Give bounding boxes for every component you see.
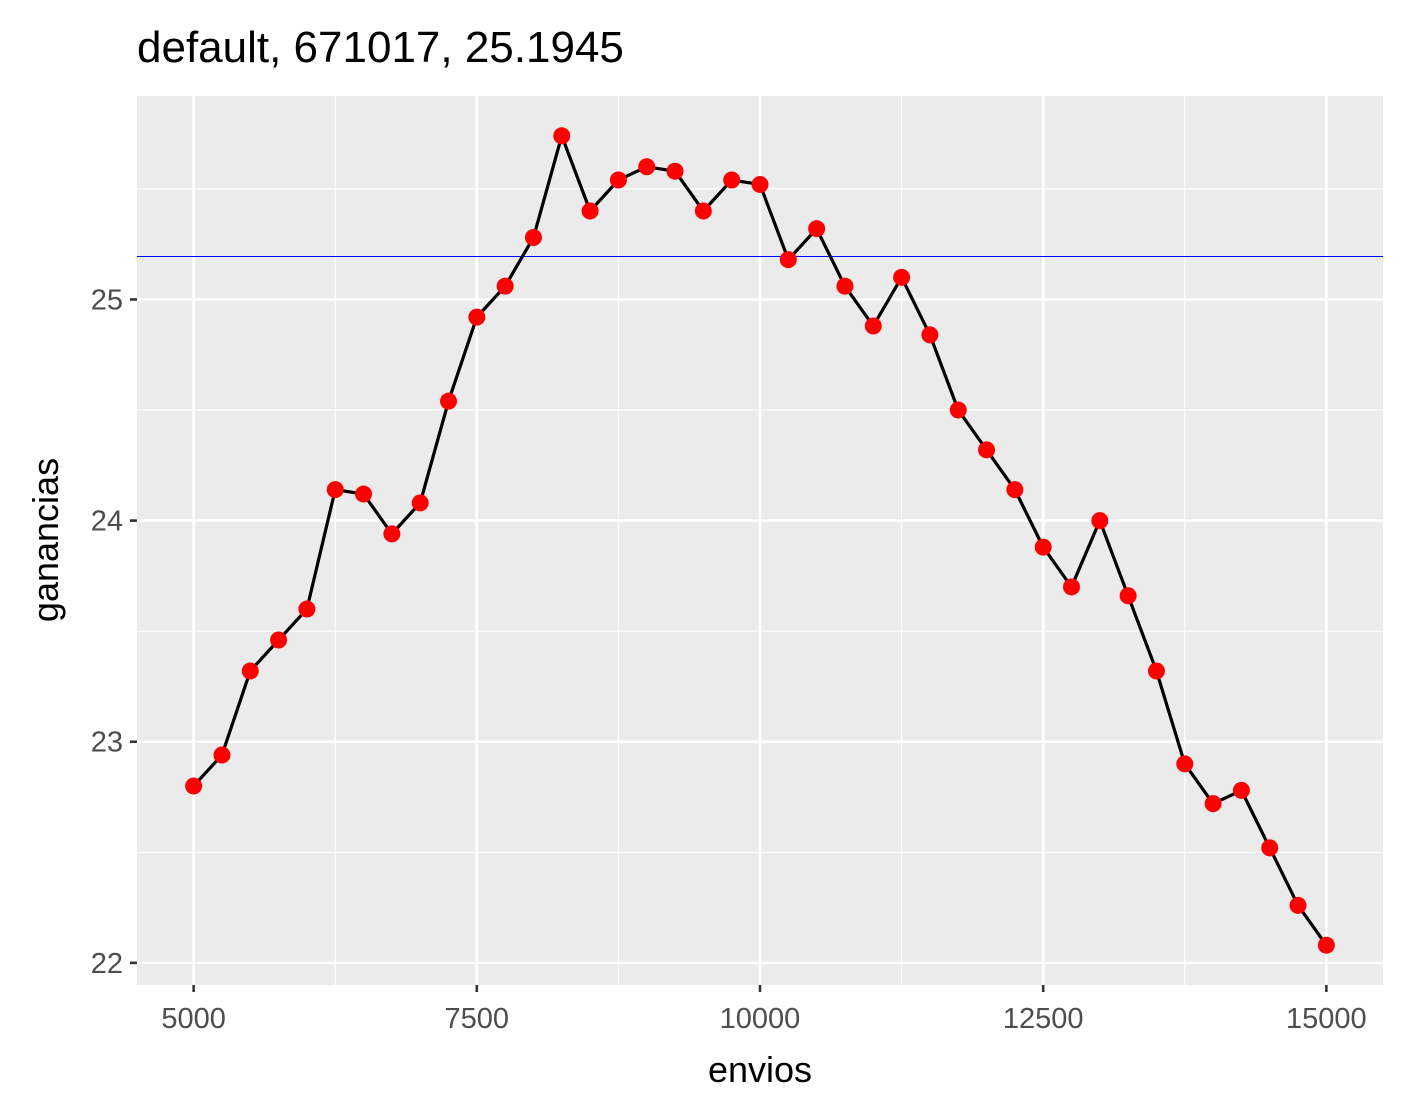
data-point xyxy=(411,494,429,512)
x-tick-label: 7500 xyxy=(445,1003,510,1035)
x-tick-label: 12500 xyxy=(1003,1003,1084,1035)
data-point xyxy=(751,175,769,193)
data-point xyxy=(496,277,514,295)
data-point xyxy=(694,202,712,220)
grid-major xyxy=(137,96,1383,985)
data-point xyxy=(553,127,571,145)
data-point xyxy=(666,162,684,180)
data-point xyxy=(1204,795,1222,813)
data-point xyxy=(1261,839,1279,857)
data-point xyxy=(864,317,882,335)
data-point xyxy=(1091,512,1109,530)
data-point xyxy=(723,171,741,189)
data-point xyxy=(1119,587,1137,605)
data-point xyxy=(836,277,854,295)
x-tick-label: 15000 xyxy=(1286,1003,1367,1035)
data-point xyxy=(298,600,316,618)
data-point xyxy=(949,401,967,419)
x-axis: 5000 7500 10000 12500 15000 xyxy=(161,985,1367,1035)
y-axis-title: ganancias xyxy=(25,458,66,622)
x-tick-label: 10000 xyxy=(720,1003,801,1035)
x-axis-title: envios xyxy=(708,1049,812,1090)
y-tick-label: 25 xyxy=(91,284,123,316)
data-point xyxy=(609,171,627,189)
data-point xyxy=(1317,936,1335,954)
data-point xyxy=(1232,781,1250,799)
data-point xyxy=(581,202,599,220)
data-point xyxy=(779,251,797,269)
data-point xyxy=(978,441,996,459)
y-tick-label: 23 xyxy=(91,727,123,759)
data-point xyxy=(383,525,401,543)
chart-title: default, 671017, 25.1945 xyxy=(137,23,624,72)
data-point xyxy=(355,485,373,503)
points-layer xyxy=(185,127,1335,954)
x-tick-label: 5000 xyxy=(161,1003,226,1035)
data-point xyxy=(270,631,288,649)
data-point xyxy=(213,746,231,764)
data-point xyxy=(808,220,826,238)
data-point xyxy=(638,158,656,176)
data-point xyxy=(440,392,457,410)
y-tick-label: 22 xyxy=(91,948,123,980)
data-point xyxy=(326,481,344,499)
y-axis: 22 23 24 25 xyxy=(91,284,137,980)
data-point xyxy=(1289,896,1307,914)
data-point xyxy=(1006,481,1024,499)
data-point xyxy=(1147,662,1165,680)
data-point xyxy=(1176,755,1194,773)
data-point xyxy=(241,662,259,680)
data-point xyxy=(921,326,939,344)
data-point xyxy=(524,229,542,247)
data-point xyxy=(185,777,203,795)
data-point xyxy=(1034,538,1052,556)
data-point xyxy=(893,268,911,286)
data-point xyxy=(1063,578,1080,596)
data-point xyxy=(468,308,486,326)
y-tick-label: 24 xyxy=(91,506,123,538)
